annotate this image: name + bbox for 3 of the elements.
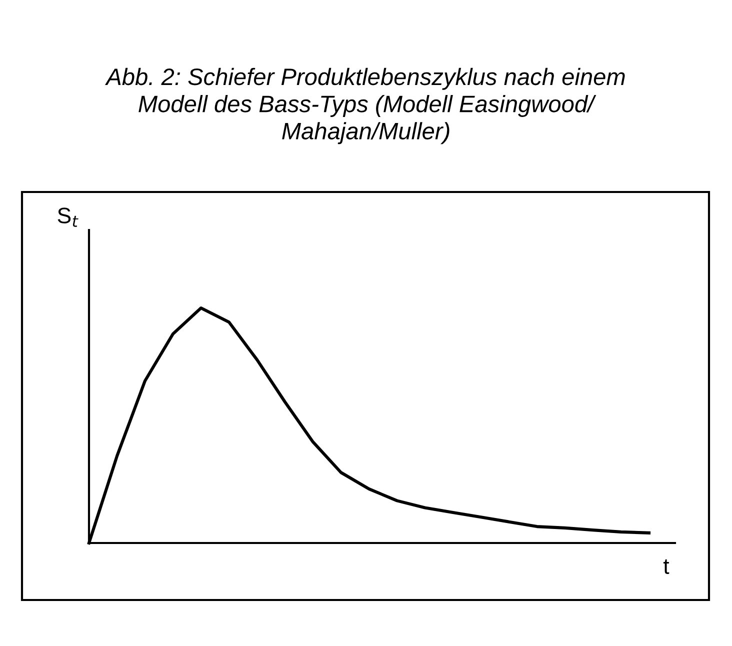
- x-axis-title: t: [663, 559, 670, 574]
- y-axis-title: S$_{t}$: [58, 208, 78, 227]
- chart-title: Abb. 2: Schiefer Produktlebenszyklus nach einem Modell des Bass-Typs (Modell Easingwood/ Mahajan/Muller): [104, 68, 625, 144]
